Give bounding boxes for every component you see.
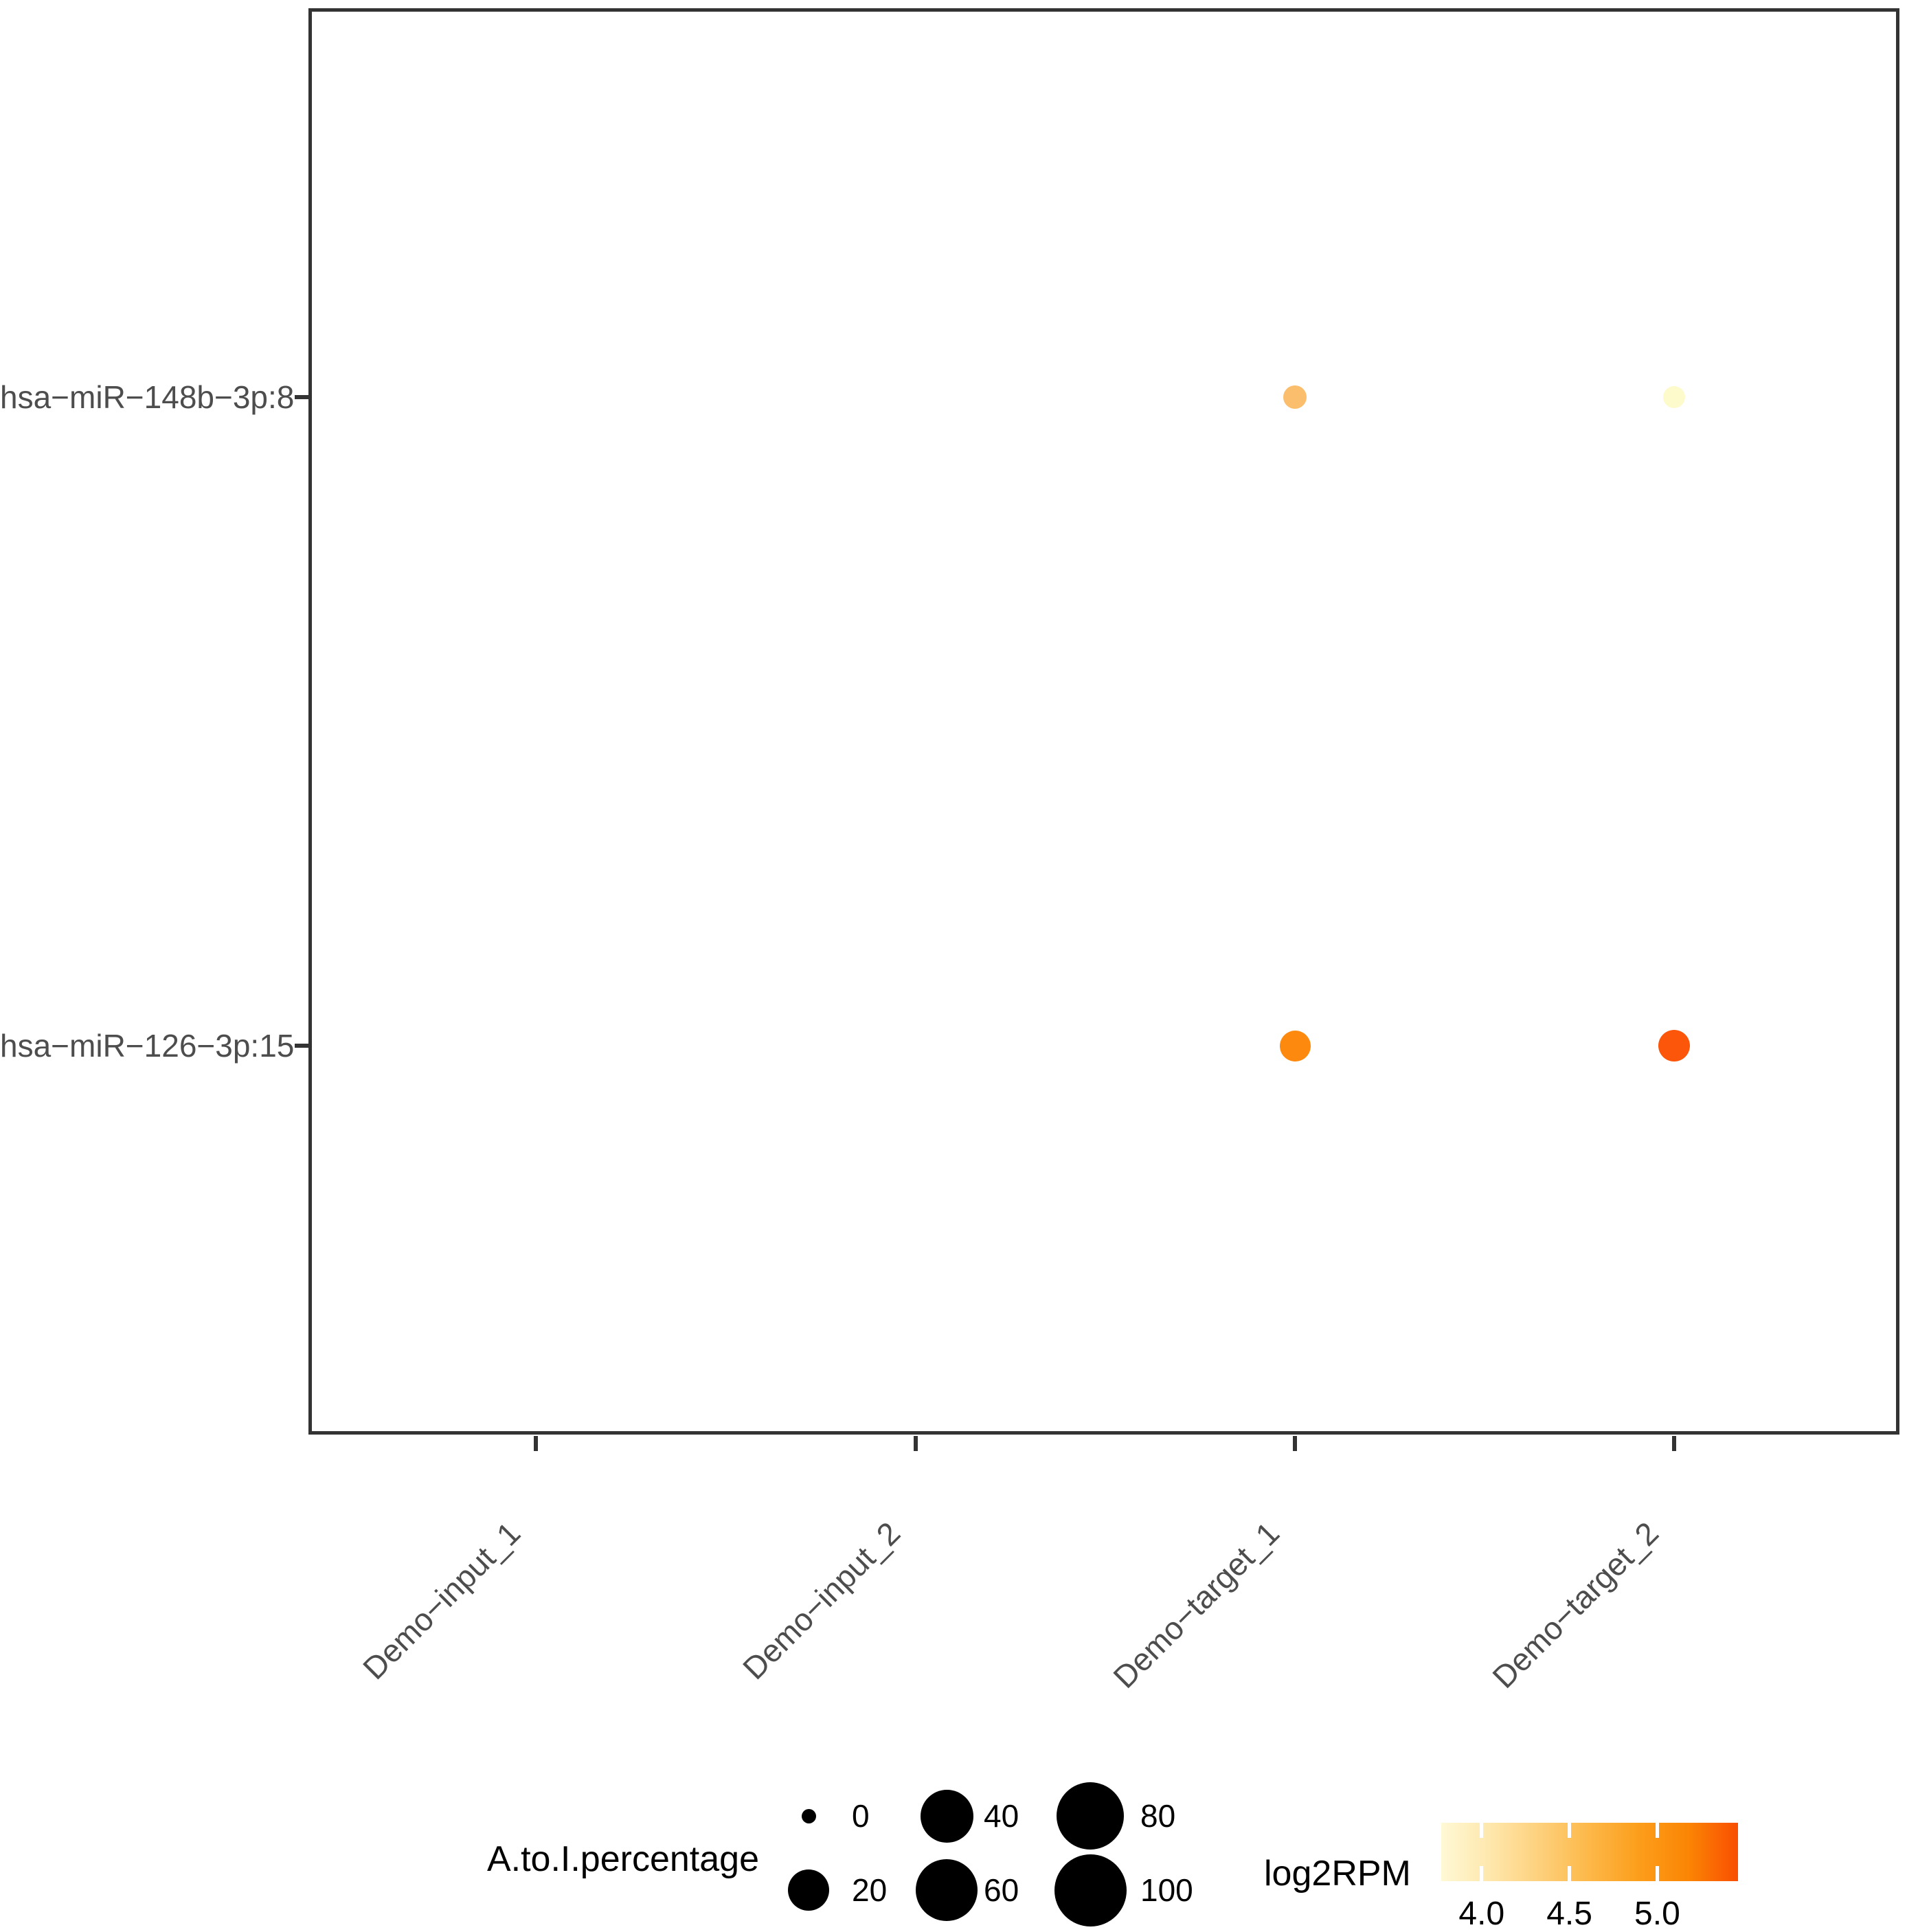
- y-axis-label: hsa−miR−126−3p:15: [0, 1028, 295, 1064]
- color-legend-title: log2RPM: [1264, 1854, 1411, 1894]
- size-legend-value: 80: [1140, 1798, 1176, 1834]
- data-point: [1663, 386, 1685, 408]
- y-axis-tick: [295, 395, 308, 399]
- x-axis-tick: [534, 1436, 538, 1451]
- size-legend-value: 20: [852, 1872, 888, 1908]
- y-axis-label: hsa−miR−148b−3p:8: [0, 379, 295, 415]
- colorbar-tick-mark: [1655, 1866, 1659, 1881]
- size-legend-value: 40: [984, 1798, 1019, 1834]
- size-legend-value: 100: [1140, 1872, 1193, 1908]
- y-axis-tick: [295, 1044, 308, 1048]
- data-point: [1658, 1030, 1690, 1062]
- size-legend-circle: [801, 1808, 816, 1823]
- plot-panel: [308, 8, 1899, 1435]
- x-axis-label: Demo−target_2: [1485, 1515, 1665, 1695]
- size-legend-circle: [1057, 1782, 1124, 1850]
- colorbar-tick-label: 4.5: [1546, 1896, 1592, 1932]
- colorbar-tick-mark: [1655, 1823, 1659, 1838]
- colorbar-tick-label: 5.0: [1634, 1896, 1680, 1932]
- size-legend-title: A.to.I.percentage: [486, 1839, 759, 1879]
- size-legend-value: 60: [984, 1872, 1019, 1908]
- colorbar-tick-mark: [1568, 1866, 1572, 1881]
- colorbar-tick-label: 4.0: [1458, 1896, 1505, 1932]
- size-legend-circle: [788, 1869, 829, 1911]
- colorbar-tick-mark: [1480, 1866, 1484, 1881]
- data-point: [1283, 385, 1307, 409]
- x-axis-tick: [1672, 1436, 1676, 1451]
- x-axis-tick: [1293, 1436, 1297, 1451]
- x-axis-label: Demo−input_1: [355, 1515, 527, 1687]
- size-legend-value: 0: [852, 1798, 870, 1834]
- colorbar-tick-mark: [1568, 1823, 1572, 1838]
- colorbar-tick-mark: [1480, 1823, 1484, 1838]
- size-legend-circle: [1054, 1854, 1127, 1927]
- size-legend-circle: [916, 1859, 978, 1921]
- x-axis-label: Demo−input_2: [735, 1515, 907, 1687]
- x-axis-label: Demo−target_1: [1105, 1515, 1286, 1695]
- x-axis-tick: [914, 1436, 918, 1451]
- size-legend-circle: [920, 1789, 973, 1843]
- color-legend-gradient-bar: [1441, 1823, 1738, 1881]
- data-point: [1279, 1030, 1311, 1062]
